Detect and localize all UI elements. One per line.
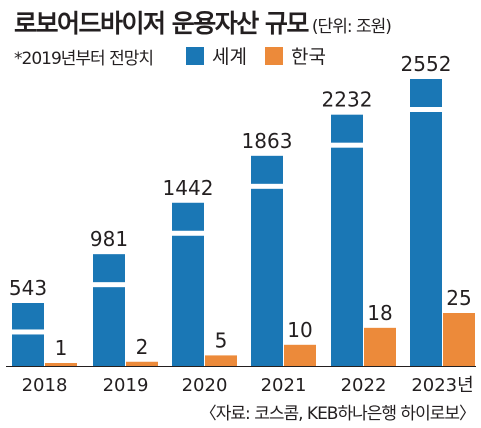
bar-korea	[364, 327, 396, 366]
axis-break-mark	[250, 183, 284, 189]
legend-label-korea: 한국	[290, 46, 326, 68]
bar-world	[331, 114, 363, 366]
x-tick-label: 2022	[341, 375, 387, 396]
x-tick-label: 2023년	[411, 375, 473, 396]
bar-korea	[205, 355, 237, 366]
bar-world	[410, 79, 442, 366]
value-label-world: 1863	[242, 129, 293, 153]
axis-break-mark	[409, 107, 443, 112]
bar-world	[12, 303, 44, 366]
axis-break-mark	[92, 282, 126, 288]
value-label-world: 2232	[322, 88, 373, 112]
legend-swatch-korea	[264, 46, 283, 65]
legend: 세계 한국	[186, 42, 336, 69]
value-label-world: 1442	[163, 176, 214, 200]
x-tick-label: 2021	[261, 375, 307, 396]
bar-world	[251, 155, 283, 366]
legend-swatch-world	[186, 46, 204, 65]
bar-korea	[443, 313, 475, 366]
bar-world	[172, 202, 204, 366]
forecast-note: *2019년부터 전망치	[14, 49, 154, 69]
value-label-korea: 25	[446, 286, 471, 310]
chart-title: 로보어드바이저 운용자산 규모	[14, 9, 309, 38]
unit-label: (단위: 조원)	[311, 17, 392, 37]
x-tick-label: 2018	[22, 375, 68, 396]
value-label-korea: 1	[55, 336, 68, 360]
axis-break-mark	[330, 142, 364, 148]
title-row: 로보어드바이저 운용자산 규모 (단위: 조원)	[14, 4, 392, 40]
bar-korea	[126, 361, 158, 366]
axis-break-mark	[11, 329, 45, 335]
bar-korea	[284, 344, 316, 366]
legend-item-world: 세계	[186, 42, 247, 69]
value-label-world: 2552	[401, 52, 452, 76]
bar-world	[93, 254, 125, 366]
x-tick-label: 2019	[103, 375, 149, 396]
value-label-world: 981	[90, 227, 128, 251]
legend-item-korea: 한국	[264, 42, 326, 69]
value-label-korea: 18	[367, 301, 392, 325]
legend-label-world: 세계	[212, 46, 247, 68]
value-label-korea: 2	[136, 335, 149, 359]
value-label-korea: 5	[215, 328, 228, 352]
x-tick-label: 2020	[182, 375, 228, 396]
source-note: 〈자료: 코스콤, KEB하나은행 하이로보〉	[199, 404, 476, 424]
value-label-world: 543	[9, 276, 47, 300]
bar-korea	[45, 363, 77, 366]
value-label-korea: 10	[287, 318, 312, 342]
axis-break-mark	[171, 230, 205, 236]
